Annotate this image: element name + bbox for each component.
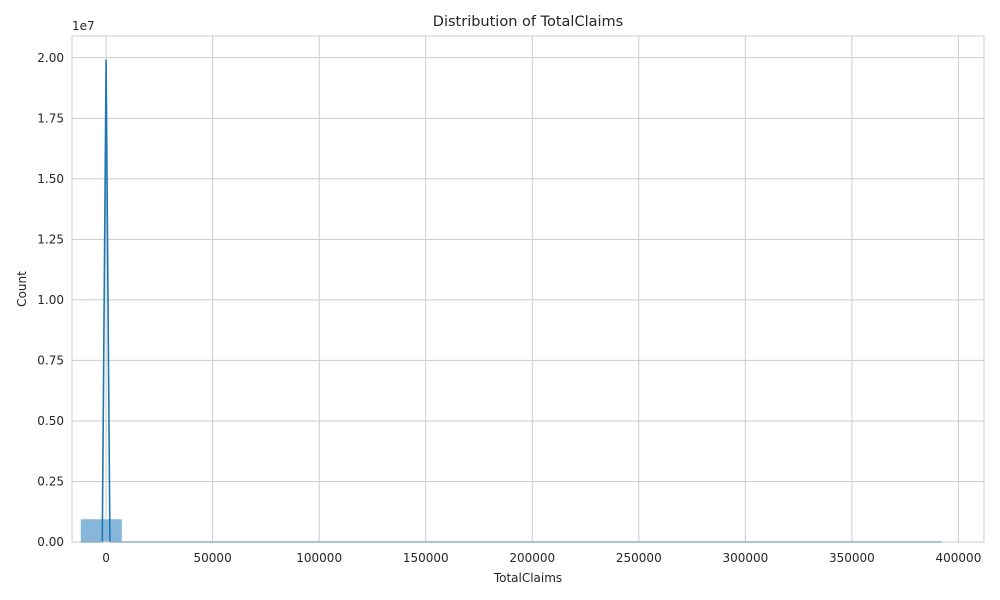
x-tick-label: 0 — [102, 551, 110, 565]
y-tick-label: 1.00 — [37, 293, 64, 307]
x-axis-label: TotalClaims — [493, 571, 562, 585]
y-offset-label: 1e7 — [72, 19, 95, 33]
bars-layer — [80, 518, 123, 543]
x-tick-label: 350000 — [829, 551, 875, 565]
grid-layer — [72, 36, 984, 543]
y-tick-label: 0.25 — [37, 474, 64, 488]
y-tick-label: 0.50 — [37, 414, 64, 428]
x-tick-label: 100000 — [296, 551, 342, 565]
x-tick-label: 400000 — [936, 551, 982, 565]
y-tick-labels: 0.00 0.25 0.50 0.75 1.00 1.25 1.50 1.75 2.00 — [37, 51, 64, 549]
y-tick-label: 2.00 — [37, 51, 64, 65]
x-tick-labels: 0 50000 100000 150000 200000 250000 300000 3500… — [102, 551, 981, 565]
x-tick-label: 150000 — [403, 551, 449, 565]
y-tick-label: 0.00 — [37, 535, 64, 549]
y-axis-label: Count — [15, 271, 29, 307]
kde-layer — [80, 59, 942, 543]
kde-line — [80, 59, 942, 543]
x-tick-label: 250000 — [616, 551, 662, 565]
y-tick-label: 1.50 — [37, 172, 64, 186]
y-tick-label: 1.25 — [37, 232, 64, 246]
x-tick-label: 50000 — [194, 551, 232, 565]
y-tick-label: 1.75 — [37, 111, 64, 125]
plot-frame — [71, 35, 985, 543]
chart-title: Distribution of TotalClaims — [433, 14, 623, 30]
y-tick-label: 0.75 — [37, 353, 64, 367]
x-tick-label: 200000 — [509, 551, 555, 565]
x-tick-label: 300000 — [722, 551, 768, 565]
histogram-bar — [80, 518, 123, 543]
